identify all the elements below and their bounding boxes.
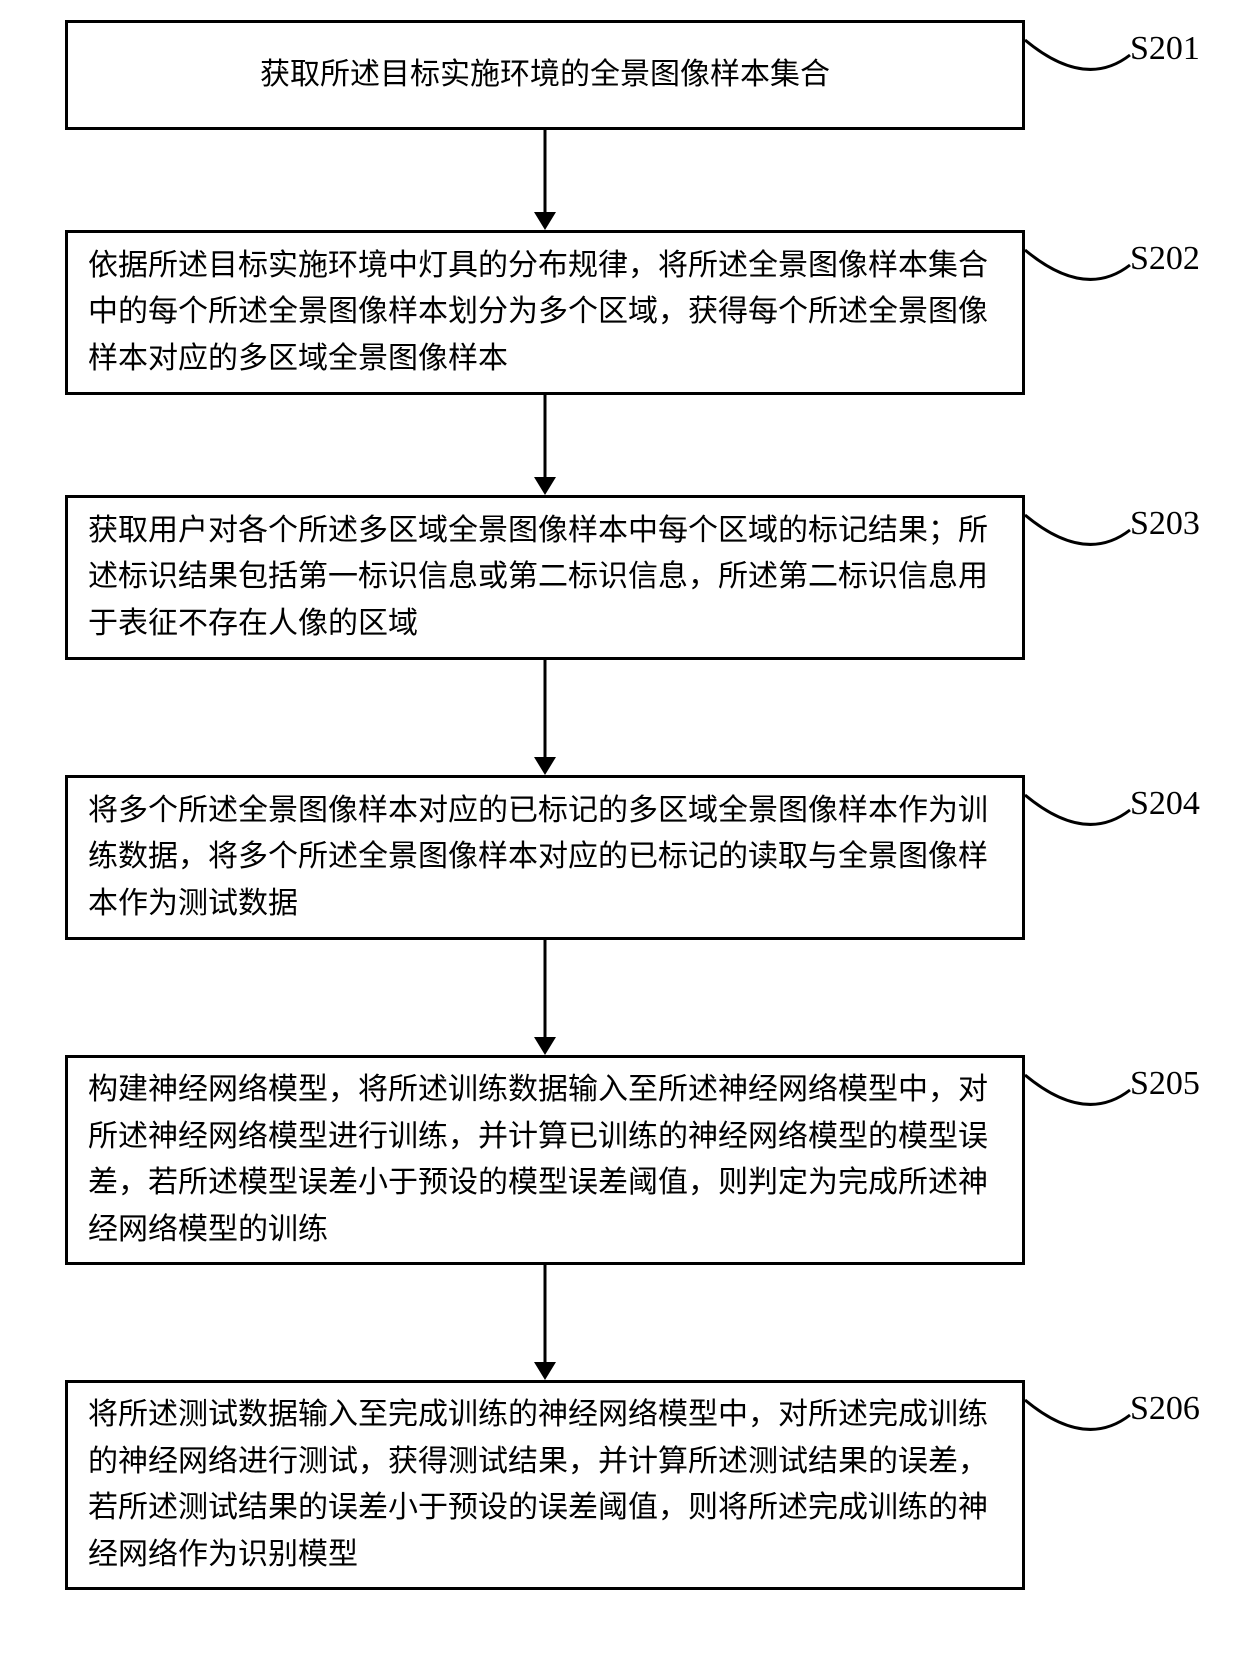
connector-curve bbox=[1020, 1070, 1135, 1130]
step-label-s204: S204 bbox=[1130, 785, 1200, 823]
step-text: 将所述测试数据输入至完成训练的神经网络模型中，对所述完成训练的神经网络进行测试，… bbox=[88, 1392, 1002, 1578]
step-box-s201: 获取所述目标实施环境的全景图像样本集合 bbox=[65, 20, 1025, 130]
arrow-s203-s204 bbox=[530, 660, 560, 775]
arrow-s204-s205 bbox=[530, 940, 560, 1055]
arrow-s201-s202 bbox=[530, 130, 560, 230]
step-text: 依据所述目标实施环境中灯具的分布规律，将所述全景图像样本集合中的每个所述全景图像… bbox=[88, 243, 1002, 383]
arrow-s205-s206 bbox=[530, 1265, 560, 1380]
step-text: 获取所述目标实施环境的全景图像样本集合 bbox=[88, 52, 1002, 99]
connector-curve bbox=[1020, 245, 1135, 305]
step-label-s205: S205 bbox=[1130, 1065, 1200, 1103]
arrow-s202-s203 bbox=[530, 395, 560, 495]
step-text: 构建神经网络模型，将所述训练数据输入至所述神经网络模型中，对所述神经网络模型进行… bbox=[88, 1067, 1002, 1253]
step-box-s204: 将多个所述全景图像样本对应的已标记的多区域全景图像样本作为训练数据，将多个所述全… bbox=[65, 775, 1025, 940]
step-text: 获取用户对各个所述多区域全景图像样本中每个区域的标记结果；所述标识结果包括第一标… bbox=[88, 508, 1002, 648]
connector-curve bbox=[1020, 1395, 1135, 1455]
step-box-s202: 依据所述目标实施环境中灯具的分布规律，将所述全景图像样本集合中的每个所述全景图像… bbox=[65, 230, 1025, 395]
connector-curve bbox=[1020, 790, 1135, 850]
step-box-s203: 获取用户对各个所述多区域全景图像样本中每个区域的标记结果；所述标识结果包括第一标… bbox=[65, 495, 1025, 660]
connector-curve bbox=[1020, 510, 1135, 570]
flowchart-canvas: 获取所述目标实施环境的全景图像样本集合 S201 依据所述目标实施环境中灯具的分布规… bbox=[0, 0, 1240, 1677]
step-label-s203: S203 bbox=[1130, 505, 1200, 543]
connector-curve bbox=[1020, 35, 1135, 95]
step-label-s202: S202 bbox=[1130, 240, 1200, 278]
step-box-s205: 构建神经网络模型，将所述训练数据输入至所述神经网络模型中，对所述神经网络模型进行… bbox=[65, 1055, 1025, 1265]
step-text: 将多个所述全景图像样本对应的已标记的多区域全景图像样本作为训练数据，将多个所述全… bbox=[88, 788, 1002, 928]
step-label-s206: S206 bbox=[1130, 1390, 1200, 1428]
step-label-s201: S201 bbox=[1130, 30, 1200, 68]
step-box-s206: 将所述测试数据输入至完成训练的神经网络模型中，对所述完成训练的神经网络进行测试，… bbox=[65, 1380, 1025, 1590]
